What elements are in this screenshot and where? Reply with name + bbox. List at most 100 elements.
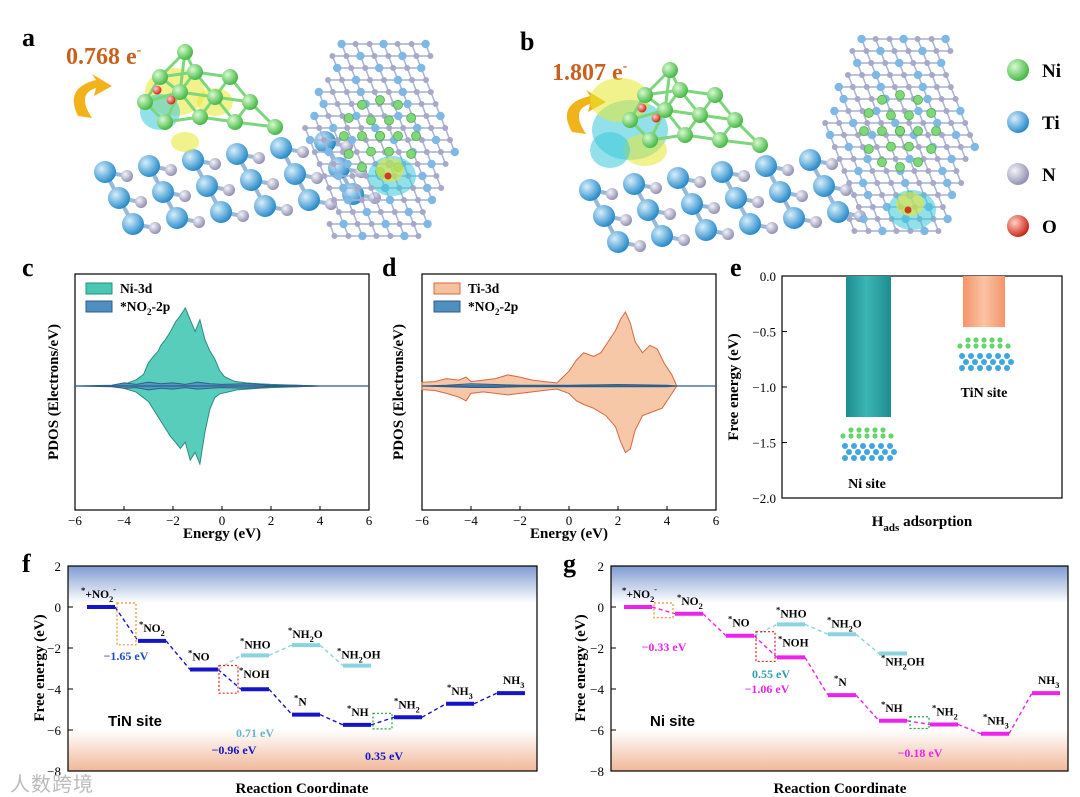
ti-atom	[385, 195, 395, 205]
panel-a: a 0.768 e-	[22, 23, 459, 241]
n-atom	[331, 197, 337, 203]
ni-atom	[192, 109, 208, 125]
n-atom	[915, 144, 922, 150]
panel-d-letter: d	[382, 253, 397, 282]
n-atom	[933, 48, 940, 54]
atom-legend: Ni Ti N O	[1007, 59, 1061, 238]
n-atom	[855, 132, 861, 138]
ti-atom	[887, 455, 893, 461]
ti-atom	[913, 70, 923, 80]
ni-atom	[973, 337, 979, 343]
ti-atom	[152, 181, 174, 203]
energy-annotation: 0.35 eV	[365, 749, 403, 763]
n-atom	[427, 53, 434, 59]
n-atom	[343, 89, 350, 95]
ti-atom	[240, 169, 262, 191]
side-level-label: *NH2OH	[337, 646, 381, 665]
ni-atom	[393, 131, 403, 141]
ti-atom	[977, 353, 983, 359]
main-level-label: NH3	[1038, 675, 1059, 690]
ni-atom	[840, 433, 846, 439]
main-level-label: *NH2	[932, 702, 958, 721]
bar-tin-site	[963, 276, 1005, 328]
n-atom	[209, 158, 221, 170]
main-level-label: *+NO2-	[622, 585, 657, 604]
legend-label-no2: *NO2-2p	[120, 299, 170, 317]
main-level-label: *+NO2-	[81, 585, 116, 604]
main-level-label: *N	[294, 693, 307, 709]
n-atom	[620, 214, 632, 226]
charge-arrow-icon	[73, 74, 112, 118]
panel-f-ylabel: Free energy (eV)	[32, 614, 48, 721]
n-atom	[344, 125, 351, 131]
n-atom	[947, 48, 954, 54]
panel-f-plot: 2 0 −2 −4 −6 −8 *NHO *NH2O *NH2OH *+NO2- *NO2 *NO *N…	[47, 559, 525, 779]
ni-atom	[357, 162, 367, 173]
n-atom	[925, 132, 931, 138]
panel-g-ylabel: Free energy (eV)	[573, 614, 589, 721]
n-atom	[849, 48, 856, 54]
main-level-label: NH3	[503, 675, 524, 690]
ytick-label: −8	[590, 764, 604, 779]
n-atom	[962, 120, 969, 126]
ti-atom	[122, 213, 144, 235]
n-atom	[962, 156, 969, 162]
ni-atom	[965, 337, 971, 343]
ni-atom	[931, 126, 941, 136]
n-atom	[664, 208, 676, 220]
panel-a-letter: a	[22, 23, 35, 52]
panel-d-xlabel: Energy (eV)	[530, 526, 608, 542]
ti-atom	[270, 137, 292, 159]
n-atom	[363, 173, 370, 179]
side-path-connector	[855, 633, 880, 655]
ni-atom	[863, 108, 874, 118]
main-path-connector	[1008, 692, 1033, 735]
ti-atom	[166, 207, 188, 229]
ti-atom	[305, 135, 315, 145]
n-atom	[916, 180, 923, 186]
ti-atom	[351, 75, 361, 85]
n-atom	[423, 149, 430, 155]
xtick-label: 2	[615, 513, 622, 528]
ni-atom	[872, 427, 878, 433]
ti-atom	[839, 94, 848, 104]
ni-atom	[877, 94, 887, 105]
ti-atom	[418, 171, 427, 181]
n-atom	[868, 96, 875, 102]
panel-f-site-label: TiN site	[108, 713, 162, 730]
panel-g-frame	[610, 565, 1069, 772]
panel-d-xticks: −6 −4 −2 0 2 4 6	[415, 506, 720, 528]
step-highlight-box	[372, 712, 393, 730]
panel-e-letter: e	[730, 253, 742, 282]
panel-d-plot	[421, 310, 716, 454]
ti-atom	[1008, 359, 1014, 365]
o-atom	[152, 85, 162, 95]
n-atom	[869, 204, 876, 210]
ti-atom	[943, 214, 952, 224]
panel-c-ylabel: PDOS (Electrons/eV)	[46, 324, 62, 460]
ni-atom	[366, 115, 376, 126]
panel-f: f 2 0 −2 −4 −6 −8 *NHO *NH2O *NH2OH *+NO2- *NO2 *NO…	[22, 549, 538, 797]
n-atom	[841, 168, 848, 174]
ni-atom	[712, 132, 728, 148]
ni-atom	[707, 87, 723, 103]
ni-atom	[357, 131, 367, 141]
ti-atom	[887, 443, 893, 449]
ti-atom	[623, 173, 645, 195]
xtick-label: 4	[664, 513, 671, 528]
panel-c-letter: c	[22, 253, 34, 282]
step-highlight-box	[755, 631, 776, 663]
energy-annotation: 0.71 eV	[236, 726, 274, 740]
ti-atom	[324, 147, 333, 157]
n-atom	[366, 41, 373, 47]
n-atom	[934, 156, 941, 162]
n-atom	[321, 137, 327, 143]
n-atom	[408, 41, 415, 47]
n-atom	[371, 89, 378, 95]
n-atom	[419, 209, 426, 215]
side-level-label: *NH2O	[827, 614, 862, 633]
ti-atom	[849, 118, 858, 128]
ti-atom	[905, 154, 914, 164]
ti-atom	[334, 171, 343, 181]
n-atom	[390, 65, 397, 71]
